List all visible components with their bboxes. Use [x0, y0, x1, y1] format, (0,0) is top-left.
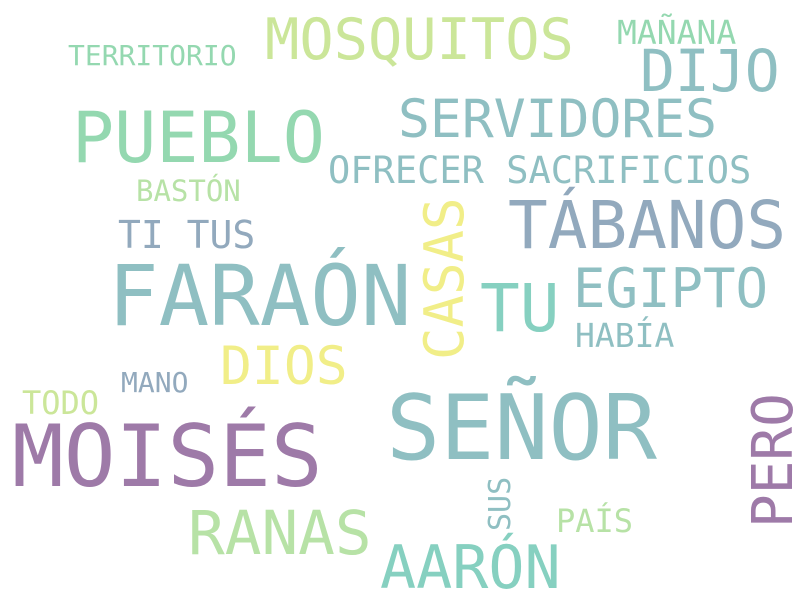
word-pais: PAÍS	[556, 502, 634, 540]
word-ti-tus: TI TUS	[118, 213, 256, 257]
word-servidores: SERVIDORES	[398, 89, 718, 150]
word-habia: HABÍA	[575, 316, 675, 355]
word-dios: DIOS	[220, 336, 348, 397]
word-ofrecer-sacrificios: OFRECER SACRIFICIOS	[328, 149, 752, 192]
word-faraon: FARAÓN	[108, 247, 412, 345]
word-tu: TU	[480, 270, 560, 347]
word-tabanos: TÁBANOS	[508, 187, 787, 264]
word-pero: PERO	[741, 393, 800, 528]
word-mosquitos: MOSQUITOS	[265, 7, 574, 73]
word-moises: MOISÉS	[12, 407, 323, 507]
word-dijo: DIJO	[640, 37, 780, 105]
word-sus: SUS	[483, 476, 518, 531]
word-baston: BASTÓN	[136, 174, 241, 208]
word-todo: TODO	[22, 384, 100, 422]
word-territorio: TERRITORIO	[68, 39, 237, 72]
word-manana: MAÑANA	[617, 13, 737, 52]
word-casas: CASAS	[413, 197, 476, 360]
word-mano: MANO	[121, 366, 189, 399]
word-egipto: EGIPTO	[573, 257, 769, 320]
word-senor: SEÑOR	[386, 376, 657, 481]
word-pueblo: PUEBLO	[72, 97, 325, 179]
word-aaron: AARÓN	[380, 533, 561, 600]
word-ranas: RANAS	[188, 498, 372, 569]
